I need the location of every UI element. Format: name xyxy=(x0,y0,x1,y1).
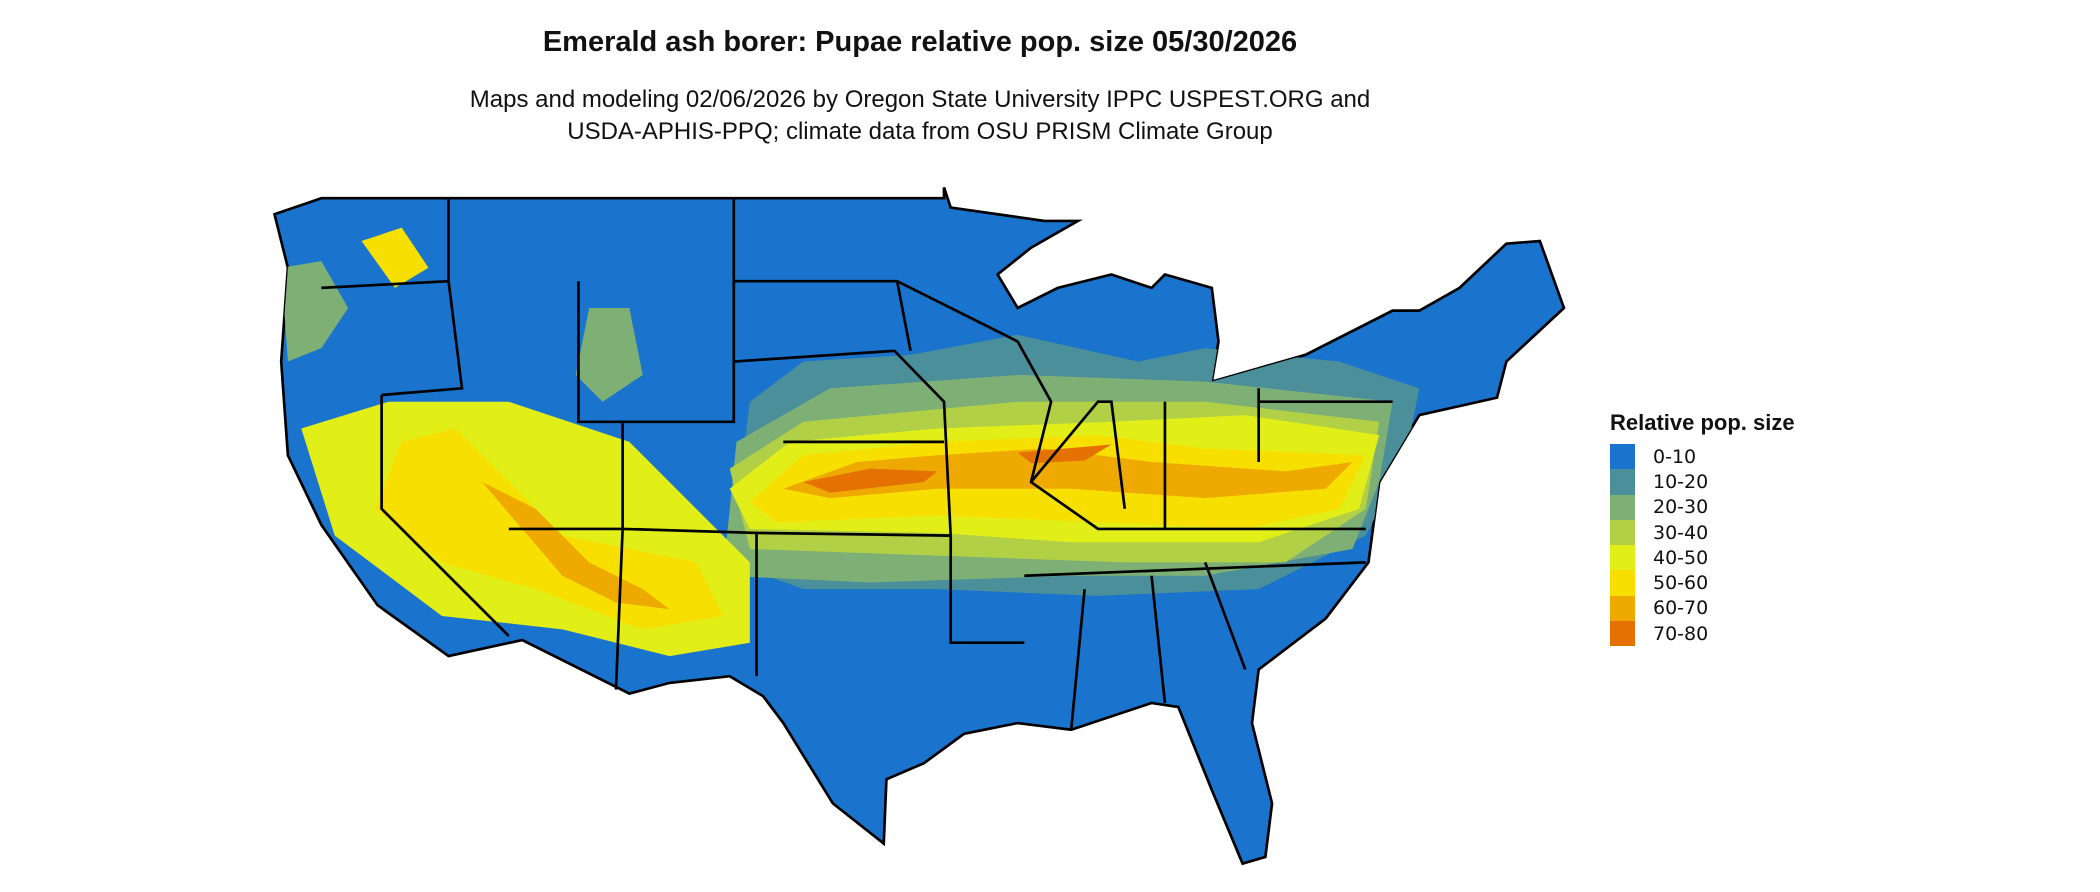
population-band xyxy=(1017,444,1112,464)
state-border xyxy=(1030,400,1127,509)
legend-swatch xyxy=(1610,519,1635,546)
state-borders xyxy=(321,198,1393,730)
population-band xyxy=(783,448,1353,499)
legend-swatch xyxy=(1610,570,1635,596)
state-border xyxy=(380,395,510,637)
population-bands xyxy=(281,227,1420,657)
legend-label: 30-40 xyxy=(1653,521,1709,544)
legend-item: 0-10 xyxy=(1610,444,1795,470)
state-border xyxy=(756,531,951,537)
legend-label: 60-70 xyxy=(1653,597,1709,620)
legend-title: Relative pop. size xyxy=(1610,410,1795,435)
legend-item: 70-80 xyxy=(1610,621,1795,647)
state-border xyxy=(949,535,1025,645)
legend-label: 70-80 xyxy=(1653,622,1709,645)
state-border xyxy=(321,279,449,290)
legend-item: 50-60 xyxy=(1610,570,1795,596)
state-border xyxy=(381,198,464,397)
state-border xyxy=(733,349,953,536)
legend-item: 60-70 xyxy=(1610,595,1795,622)
state-border xyxy=(1024,561,1366,578)
population-band xyxy=(575,307,643,402)
legend-label: 20-30 xyxy=(1653,496,1709,519)
legend-label: 10-20 xyxy=(1653,470,1709,493)
state-border xyxy=(621,421,758,677)
legend-label: 50-60 xyxy=(1653,572,1709,595)
map-title: Emerald ash borer: Pupae relative pop. s… xyxy=(542,26,1298,58)
legend-item: 20-30 xyxy=(1610,494,1795,520)
legend-item: 10-20 xyxy=(1610,469,1795,495)
legend-item: 40-50 xyxy=(1610,545,1795,571)
state-border xyxy=(577,198,736,424)
state-border xyxy=(1203,561,1247,670)
legend-swatch xyxy=(1610,444,1635,470)
legend-swatch xyxy=(1610,469,1635,495)
legend-swatch xyxy=(1610,545,1635,571)
state-border xyxy=(1069,589,1086,730)
legend-item: 30-40 xyxy=(1610,519,1795,546)
population-band xyxy=(361,227,429,288)
population-band xyxy=(803,468,938,493)
legend-label: 0-10 xyxy=(1653,445,1697,468)
state-border xyxy=(896,279,1019,343)
map-subtitle-line-2: USDA-APHIS-PPQ; climate data from OSU PR… xyxy=(567,118,1273,145)
legend-swatch xyxy=(1610,595,1635,622)
state-border xyxy=(1016,340,1366,531)
legend-swatch xyxy=(1610,494,1635,520)
legend-swatch xyxy=(1610,621,1635,647)
legend: Relative pop. size 0-10 10-20 20-30 30-40 40… xyxy=(1610,410,1795,647)
state-border xyxy=(1150,575,1167,704)
map-subtitle-line-1: Maps and modeling 02/06/2026 by Oregon S… xyxy=(469,86,1371,113)
population-band xyxy=(482,482,670,610)
legend-label: 40-50 xyxy=(1653,546,1709,569)
